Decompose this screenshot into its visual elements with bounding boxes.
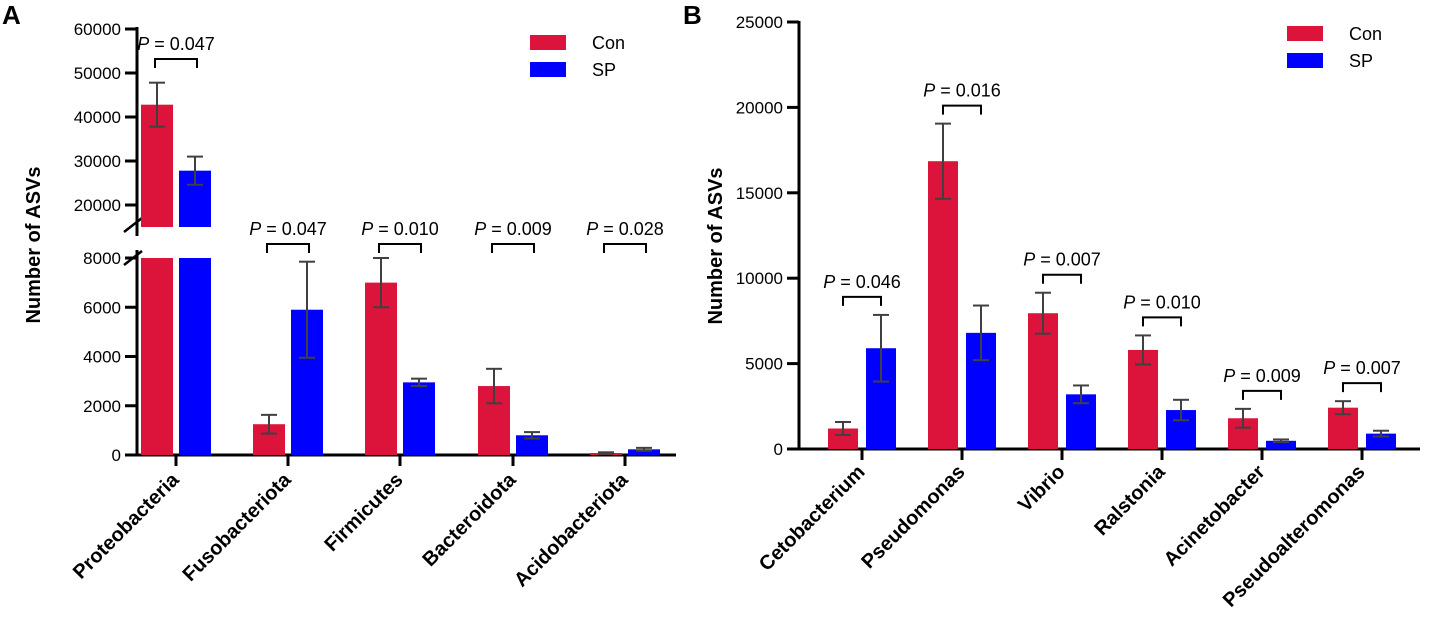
significance-bracket-b-1 bbox=[942, 104, 982, 115]
y-tick-label-b: 15000 bbox=[736, 184, 783, 203]
x-tick-label-a: Firmicutes bbox=[320, 469, 407, 556]
legend-swatch-con-a bbox=[530, 35, 566, 50]
p-value-a-3: P = 0.009 bbox=[474, 219, 552, 239]
y-tick-label-a: 20000 bbox=[74, 196, 121, 215]
bar-con-b-1 bbox=[928, 161, 958, 449]
y-tick-label-a: 50000 bbox=[74, 64, 121, 83]
y-tick-label-a: 8000 bbox=[83, 249, 121, 268]
significance-bracket-a-0 bbox=[154, 58, 198, 68]
axis-break-mark-top bbox=[123, 217, 143, 233]
p-value-b-1: P = 0.016 bbox=[923, 81, 1001, 101]
x-tick-label-b: Cetobacterium bbox=[755, 461, 870, 576]
p-value-b-5: P = 0.007 bbox=[1323, 358, 1401, 378]
y-axis-title-a: Number of ASVs bbox=[23, 166, 45, 323]
bar-con-a-0-lower bbox=[141, 258, 173, 455]
significance-bracket-b-0 bbox=[842, 295, 882, 306]
significance-bracket-b-4 bbox=[1242, 389, 1282, 400]
legend-swatch-sp-a bbox=[530, 62, 566, 77]
y-tick-label-a: 6000 bbox=[83, 298, 121, 317]
p-value-b-4: P = 0.009 bbox=[1223, 366, 1301, 386]
legend-swatch-con-b bbox=[1287, 26, 1323, 41]
significance-bracket-a-1 bbox=[266, 243, 310, 253]
x-tick-label-b: Ralstonia bbox=[1090, 460, 1170, 540]
x-tick-label-a: Proteobacteria bbox=[69, 468, 184, 583]
p-value-b-0: P = 0.046 bbox=[823, 272, 901, 292]
significance-bracket-b-5 bbox=[1342, 382, 1382, 393]
p-value-a-4: P = 0.028 bbox=[586, 219, 664, 239]
y-tick-label-b: 5000 bbox=[745, 355, 783, 374]
significance-bracket-a-4 bbox=[603, 243, 647, 253]
y-tick-label-a: 40000 bbox=[74, 108, 121, 127]
bar-sp-a-2 bbox=[403, 382, 435, 455]
bar-sp-a-0-lower bbox=[179, 258, 211, 455]
y-tick-label-b: 0 bbox=[774, 440, 783, 459]
x-tick-label-a: Acidobacteriota bbox=[510, 468, 633, 591]
p-value-b-2: P = 0.007 bbox=[1023, 250, 1101, 270]
y-tick-label-a: 4000 bbox=[83, 348, 121, 367]
bar-con-b-3 bbox=[1128, 349, 1158, 449]
legend-label-sp-a: SP bbox=[592, 60, 616, 80]
x-tick-label-b: Acinetobacter bbox=[1160, 461, 1270, 571]
y-tick-label-a: 30000 bbox=[74, 152, 121, 171]
legend-label-con-b: Con bbox=[1349, 24, 1382, 44]
y-tick-label-b: 20000 bbox=[736, 98, 783, 117]
y-axis-title-b: Number of ASVs bbox=[705, 167, 727, 324]
bar-con-b-2 bbox=[1028, 313, 1058, 449]
legend-label-con-a: Con bbox=[592, 33, 625, 53]
panel-label-a: A bbox=[2, 0, 21, 30]
x-tick-label-a: Bacteroidota bbox=[419, 468, 522, 571]
y-tick-label-a: 60000 bbox=[74, 20, 121, 39]
y-tick-label-b: 25000 bbox=[736, 13, 783, 32]
bar-sp-a-3 bbox=[516, 435, 548, 455]
significance-bracket-b-2 bbox=[1042, 273, 1082, 284]
bar-sp-a-4 bbox=[628, 449, 660, 455]
significance-bracket-a-2 bbox=[378, 243, 422, 253]
panel-label-b: B bbox=[683, 0, 702, 30]
bar-con-a-2 bbox=[365, 282, 397, 455]
legend-swatch-sp-b bbox=[1287, 53, 1323, 68]
y-tick-label-b: 10000 bbox=[736, 269, 783, 288]
x-tick-label-a: Fusobacteriota bbox=[179, 468, 297, 586]
x-tick-label-b: Pseudomonas bbox=[857, 461, 969, 573]
bar-sp-b-4 bbox=[1266, 440, 1296, 449]
bar-con-b-0 bbox=[828, 428, 858, 449]
p-value-b-3: P = 0.010 bbox=[1123, 292, 1201, 312]
y-tick-label-a: 2000 bbox=[83, 397, 121, 416]
p-value-a-0: P = 0.047 bbox=[137, 34, 215, 54]
y-tick-label-a: 0 bbox=[112, 446, 121, 465]
x-tick-label-b: Vibrio bbox=[1014, 461, 1069, 516]
significance-bracket-a-3 bbox=[491, 243, 535, 253]
p-value-a-2: P = 0.010 bbox=[361, 219, 439, 239]
p-value-a-1: P = 0.047 bbox=[249, 219, 327, 239]
significance-bracket-b-3 bbox=[1142, 316, 1182, 327]
legend-label-sp-b: SP bbox=[1349, 51, 1373, 71]
